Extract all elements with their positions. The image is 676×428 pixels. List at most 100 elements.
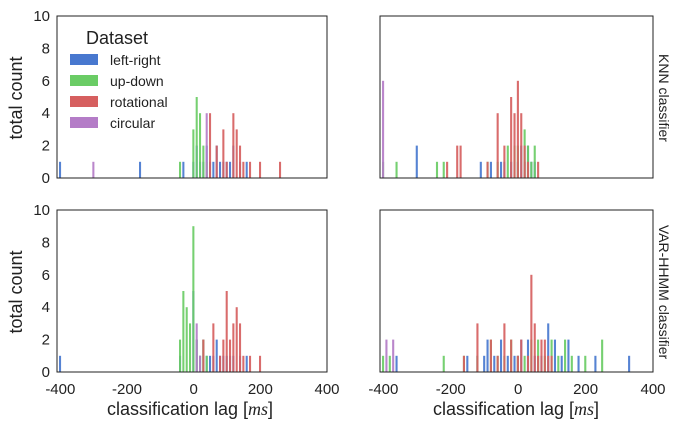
bar-rotational bbox=[212, 323, 215, 372]
bar-rotational bbox=[543, 339, 546, 372]
bar-rotational bbox=[516, 80, 519, 178]
bar-up-down bbox=[435, 161, 439, 178]
legend-swatch bbox=[70, 96, 98, 107]
bar-up-down bbox=[557, 355, 560, 372]
bar-rotational bbox=[489, 339, 492, 372]
bar-rotational bbox=[222, 339, 225, 372]
bar-rotational bbox=[202, 339, 205, 372]
bar-rotational bbox=[496, 355, 499, 372]
bar-left-right bbox=[479, 161, 482, 178]
bar-up-down bbox=[523, 355, 526, 372]
bar-rotational bbox=[225, 161, 228, 178]
y-tick-label: 4 bbox=[42, 299, 50, 316]
y-tick-label: 10 bbox=[33, 8, 50, 25]
series-circular bbox=[382, 80, 385, 178]
legend-label: rotational bbox=[110, 94, 168, 110]
legend-swatch bbox=[70, 117, 98, 128]
legend-title: Dataset bbox=[86, 28, 148, 48]
bar-left-right bbox=[59, 355, 62, 372]
bar-rotational bbox=[259, 161, 262, 178]
bar-up-down bbox=[192, 129, 195, 178]
x-tick-label: 0 bbox=[189, 381, 197, 398]
bar-rotational bbox=[503, 145, 506, 178]
x-tick-label: -200 bbox=[112, 381, 142, 398]
panel-knn-right bbox=[379, 15, 654, 179]
bar-up-down bbox=[189, 323, 192, 372]
series-left-right bbox=[395, 323, 631, 372]
series-circular bbox=[195, 323, 202, 372]
bar-up-down bbox=[442, 355, 445, 372]
bar-rotational bbox=[239, 323, 242, 372]
x-tick-label: 200 bbox=[573, 381, 598, 398]
bar-up-down bbox=[185, 307, 188, 372]
y-tick-label: 6 bbox=[42, 73, 50, 90]
bar-left-right bbox=[59, 161, 62, 178]
plot-frame bbox=[379, 209, 654, 373]
y-tick-label: 2 bbox=[42, 332, 50, 349]
y-tick-label: 0 bbox=[42, 364, 50, 381]
bar-rotational bbox=[219, 355, 222, 372]
bar-up-down bbox=[601, 339, 604, 372]
bar-rotational bbox=[523, 145, 526, 178]
bar-rotational bbox=[242, 161, 245, 178]
bar-left-right bbox=[245, 161, 248, 178]
bar-up-down bbox=[506, 145, 509, 178]
x-axis-label-right: classification lag [ms] bbox=[433, 399, 599, 419]
bar-circular bbox=[205, 113, 208, 178]
legend-label: up-down bbox=[110, 73, 164, 89]
bar-left-right bbox=[628, 355, 631, 372]
series-up-down bbox=[382, 129, 536, 178]
bar-rotational bbox=[520, 113, 523, 178]
x-tick-label: -400 bbox=[45, 381, 75, 398]
y-tick-label: 6 bbox=[42, 267, 50, 284]
x-tick-label: 400 bbox=[640, 381, 665, 398]
bar-up-down bbox=[564, 339, 567, 372]
bar-rotational bbox=[215, 145, 218, 178]
series-left-right bbox=[59, 145, 248, 178]
bar-rotational bbox=[242, 355, 245, 372]
svg-text:classification lag [ms]: classification lag [ms] bbox=[433, 399, 599, 419]
bar-rotational bbox=[229, 339, 232, 372]
legend-label: left-right bbox=[110, 52, 161, 68]
series-rotational bbox=[446, 80, 540, 178]
bar-left-right bbox=[489, 161, 492, 178]
bar-left-right bbox=[493, 355, 496, 372]
bar-left-right bbox=[567, 339, 570, 372]
bar-up-down bbox=[395, 161, 398, 178]
bar-circular bbox=[92, 161, 95, 178]
bar-left-right bbox=[212, 161, 215, 178]
bar-rotational bbox=[235, 129, 238, 178]
legend-entry-left-right: left-right bbox=[70, 52, 161, 68]
legend: Dataset left-right up-down rotational circu… bbox=[70, 28, 168, 131]
x-tick-label: -400 bbox=[368, 381, 398, 398]
bar-up-down bbox=[202, 145, 205, 178]
bar-up-down bbox=[388, 355, 391, 372]
bar-rotational bbox=[540, 339, 543, 372]
bar-circular bbox=[195, 323, 198, 372]
bar-up-down bbox=[584, 355, 587, 372]
y-axis-label-top: total count bbox=[6, 56, 26, 139]
bar-rotational bbox=[510, 339, 513, 372]
bar-left-right bbox=[594, 355, 597, 372]
bar-left-right bbox=[513, 355, 516, 372]
bar-rotational bbox=[537, 355, 540, 372]
bar-circular bbox=[392, 339, 395, 372]
bar-left-right bbox=[395, 355, 398, 372]
bar-rotational bbox=[513, 113, 516, 178]
bar-left-right bbox=[560, 355, 563, 372]
x-tick-label: -200 bbox=[436, 381, 466, 398]
series-rotational bbox=[202, 291, 262, 372]
bar-left-right bbox=[553, 339, 557, 372]
bar-rotational bbox=[520, 339, 523, 372]
bar-left-right bbox=[182, 161, 185, 178]
bar-rotational bbox=[526, 161, 530, 178]
bar-left-right bbox=[466, 355, 469, 372]
y-tick-label: 10 bbox=[33, 202, 50, 219]
series-circular bbox=[385, 339, 395, 372]
bar-rotational bbox=[249, 355, 252, 372]
legend-entry-rotational: rotational bbox=[70, 94, 168, 110]
bar-rotational bbox=[547, 355, 550, 372]
y-tick-label: 8 bbox=[42, 40, 50, 57]
bar-up-down bbox=[533, 145, 536, 178]
